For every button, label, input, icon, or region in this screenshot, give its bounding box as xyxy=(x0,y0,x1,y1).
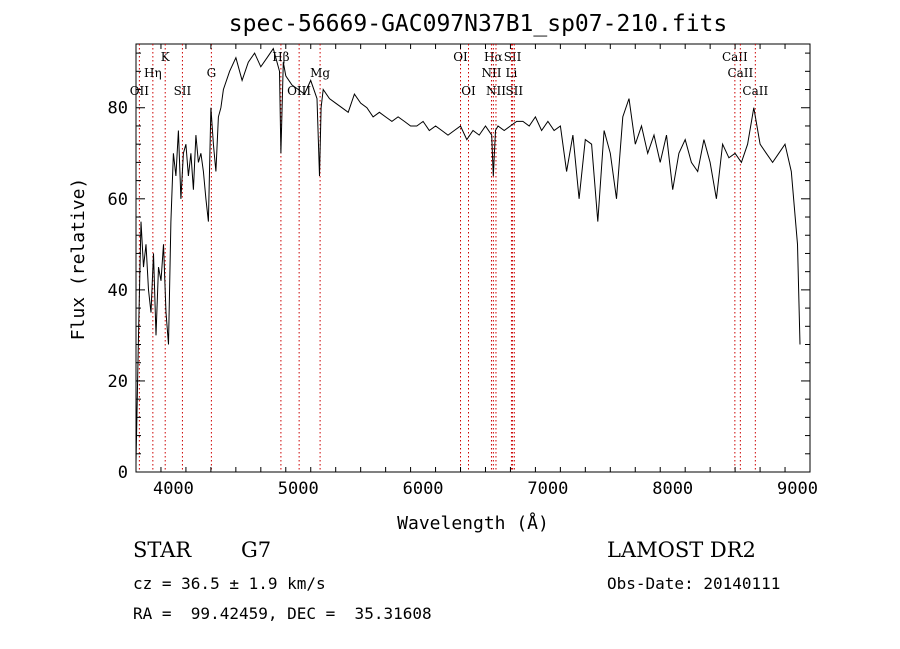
y-tick-label-0: 0 xyxy=(118,463,128,483)
x-tick-label-9000: 9000 xyxy=(777,479,818,499)
line-marker-label-4: G xyxy=(207,66,217,80)
line-marker-label-0: OII xyxy=(130,84,150,98)
x-tick-label-8000: 8000 xyxy=(652,479,693,499)
line-marker-label-18: CaII xyxy=(742,84,768,98)
survey-release: LAMOST DR2 xyxy=(607,538,756,562)
line-marker-label-3: SII xyxy=(174,84,192,98)
line-marker-label-17: CaII xyxy=(727,66,753,80)
observation-date: Obs-Date: 20140111 xyxy=(607,574,780,593)
plot-area: OIIHηKSIIGHβOIIIMgOIOIHαNIINIISIILiSIICa… xyxy=(108,43,818,499)
line-marker-label-14: Li xyxy=(506,66,518,80)
chart-title: spec-56669-GAC097N37B1_sp07-210.fits xyxy=(229,11,728,37)
y-tick-label-80: 80 xyxy=(108,99,128,119)
spectral-line-markers: OIIHηKSIIGHβOIIIMgOIOIHαNIINIISIILiSIICa… xyxy=(130,44,768,472)
line-marker-label-13: SII xyxy=(504,50,522,64)
axis-ticks xyxy=(136,44,810,473)
y-tick-label-20: 20 xyxy=(108,372,128,392)
x-tick-label-6000: 6000 xyxy=(403,479,444,499)
redshift-value: cz = 36.5 ± 1.9 km/s xyxy=(133,574,326,593)
object-subclass: G7 xyxy=(241,538,271,562)
info-block: STAR G7 LAMOST DR2 cz = 36.5 ± 1.9 km/s … xyxy=(133,538,780,623)
y-tick-label-40: 40 xyxy=(108,281,128,301)
line-marker-label-9: OI xyxy=(461,84,476,98)
line-marker-label-10: Hα xyxy=(484,50,503,64)
line-marker-label-2: K xyxy=(161,50,171,64)
line-marker-label-1: Hη xyxy=(144,66,162,80)
plot-frame xyxy=(135,43,811,473)
x-tick-label-5000: 5000 xyxy=(278,479,319,499)
line-marker-label-5: Hβ xyxy=(272,50,289,64)
y-axis-label: Flux (relative) xyxy=(68,178,89,341)
object-class: STAR xyxy=(133,538,192,562)
line-marker-label-16: CaII xyxy=(722,50,748,64)
y-tick-label-60: 60 xyxy=(108,190,128,210)
axis-tick-labels: 4000 5000 6000 7000 8000 9000 0 20 40 60 80 xyxy=(108,99,818,499)
line-marker-label-11: NII xyxy=(481,66,501,80)
sky-coordinates: RA = 99.42459, DEC = 35.31608 xyxy=(133,604,432,623)
x-tick-label-4000: 4000 xyxy=(153,479,194,499)
line-marker-label-12: NII xyxy=(486,84,506,98)
line-marker-label-15: SII xyxy=(505,84,523,98)
x-axis-label: Wavelength (Å) xyxy=(397,512,549,534)
x-tick-label-7000: 7000 xyxy=(527,479,568,499)
spectrum-series-line xyxy=(135,47,801,463)
line-marker-label-8: OI xyxy=(453,50,468,64)
line-marker-label-7: Mg xyxy=(310,66,330,80)
line-marker-label-6: OIII xyxy=(287,84,311,98)
